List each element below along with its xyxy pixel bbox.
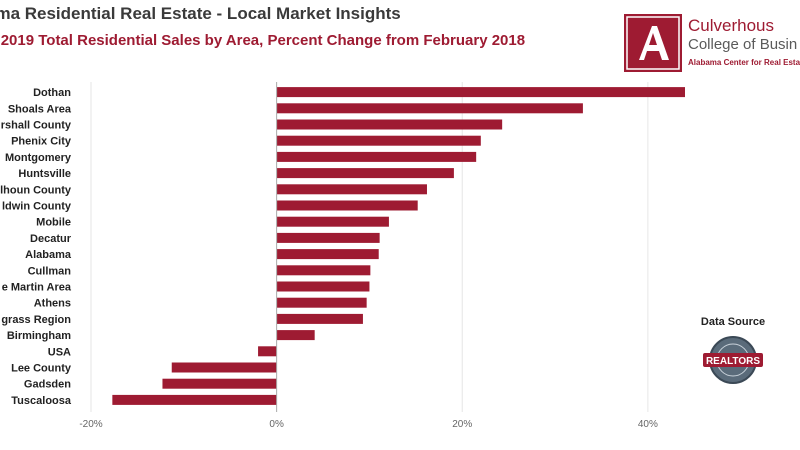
- culverhouse-logo: Culverhous College of Busin Alabama Cent…: [624, 14, 800, 72]
- category-label: Mobile: [36, 217, 71, 229]
- category-label: Lee County: [11, 363, 72, 375]
- category-label: lhoun County: [0, 184, 72, 196]
- x-tick-label: 40%: [638, 419, 658, 430]
- seal-text: REALTORS: [706, 356, 760, 367]
- bar: [276, 87, 685, 98]
- alabama-a-logo-icon: [624, 14, 682, 72]
- bar: [276, 232, 380, 243]
- bar: [276, 281, 370, 292]
- bar: [276, 200, 418, 211]
- category-label: grass Region: [1, 314, 71, 326]
- bar: [276, 103, 583, 114]
- category-label: Dothan: [33, 87, 71, 99]
- category-label: e Martin Area: [2, 282, 72, 294]
- category-label: Athens: [34, 298, 71, 310]
- category-label: Gadsden: [24, 379, 71, 391]
- bar: [276, 297, 367, 308]
- category-label: Huntsville: [18, 168, 71, 180]
- bar: [276, 119, 503, 130]
- category-label: Montgomery: [5, 152, 72, 164]
- category-label: Tuscaloosa: [11, 395, 72, 407]
- realtors-seal-icon: REALTORS: [703, 336, 763, 384]
- category-label: rshall County: [1, 120, 72, 132]
- data-source-label: Data Source: [700, 316, 766, 328]
- bar: [258, 346, 277, 357]
- chart-subtitle: ary 2019 Total Residential Sales by Area…: [0, 32, 526, 49]
- bar: [276, 168, 454, 179]
- bar: [276, 330, 315, 341]
- bar: [276, 184, 427, 195]
- x-tick-label: 20%: [452, 419, 472, 430]
- bar: [276, 216, 389, 227]
- bar: [276, 313, 363, 324]
- bar: [112, 394, 277, 405]
- category-label: Alabama: [25, 249, 72, 261]
- category-label: Phenix City: [11, 136, 72, 148]
- bar: [162, 378, 277, 389]
- bar: [276, 135, 481, 146]
- category-label: Birmingham: [7, 330, 71, 342]
- page-title: ama Residential Real Estate - Local Mark…: [0, 4, 401, 23]
- category-label: Shoals Area: [8, 103, 72, 115]
- logo-line-3: Alabama Center for Real Estat: [688, 58, 800, 67]
- category-label: ldwin County: [2, 201, 72, 213]
- category-label: Decatur: [30, 233, 72, 245]
- x-tick-label: -20%: [79, 419, 102, 430]
- x-tick-label: 0%: [269, 419, 284, 430]
- bar: [276, 249, 379, 260]
- category-label: USA: [48, 346, 71, 358]
- bar: [276, 151, 477, 162]
- category-label: Cullman: [28, 265, 72, 277]
- logo-line-1: Culverhous: [688, 16, 774, 35]
- bar: [276, 265, 371, 276]
- bar: [171, 362, 277, 373]
- logo-line-2: College of Busin: [688, 36, 798, 53]
